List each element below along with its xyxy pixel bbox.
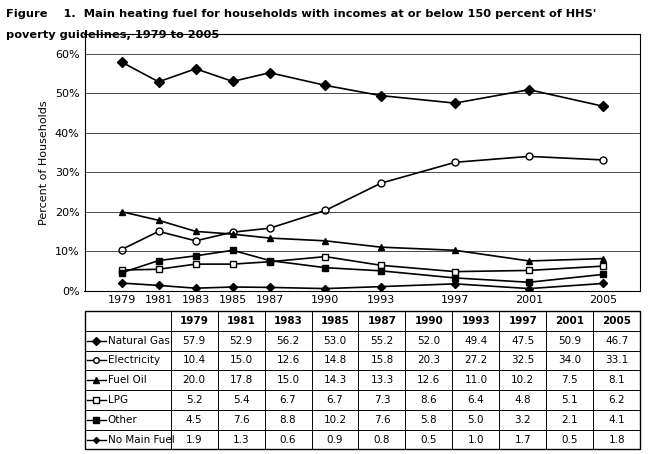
Text: 15.0: 15.0	[229, 355, 253, 365]
Text: 7.3: 7.3	[374, 395, 390, 405]
Text: Figure    1.  Main heating fuel for households with incomes at or below 150 perc: Figure 1. Main heating fuel for househol…	[6, 9, 597, 19]
Text: 5.4: 5.4	[233, 395, 250, 405]
Text: 1.3: 1.3	[233, 434, 250, 444]
Text: 1979: 1979	[179, 316, 209, 326]
Text: 6.2: 6.2	[608, 395, 625, 405]
Text: 7.5: 7.5	[562, 375, 578, 385]
Text: No Main Fuel: No Main Fuel	[108, 434, 175, 444]
Text: 2001: 2001	[555, 316, 584, 326]
Text: 14.3: 14.3	[324, 375, 346, 385]
Text: Electricity: Electricity	[108, 355, 160, 365]
Text: 1.8: 1.8	[608, 434, 625, 444]
Text: 32.5: 32.5	[511, 355, 534, 365]
Text: 1.9: 1.9	[186, 434, 202, 444]
Text: 15.8: 15.8	[370, 355, 394, 365]
Text: 5.2: 5.2	[186, 395, 202, 405]
Text: 1.7: 1.7	[515, 434, 531, 444]
Text: 17.8: 17.8	[229, 375, 253, 385]
Text: 8.6: 8.6	[421, 395, 437, 405]
Text: 8.1: 8.1	[608, 375, 625, 385]
Text: 4.1: 4.1	[608, 415, 625, 425]
Text: 5.1: 5.1	[562, 395, 578, 405]
Text: 1.0: 1.0	[467, 434, 484, 444]
Text: 10.4: 10.4	[183, 355, 205, 365]
Text: 20.0: 20.0	[183, 375, 205, 385]
Text: 10.2: 10.2	[512, 375, 534, 385]
Text: 13.3: 13.3	[370, 375, 394, 385]
Text: 27.2: 27.2	[464, 355, 488, 365]
Text: 52.0: 52.0	[417, 336, 441, 345]
Text: 1993: 1993	[462, 316, 490, 326]
Text: 1997: 1997	[508, 316, 538, 326]
Text: 5.8: 5.8	[421, 415, 437, 425]
Text: 1985: 1985	[320, 316, 350, 326]
Text: 15.0: 15.0	[276, 375, 300, 385]
Text: 7.6: 7.6	[374, 415, 390, 425]
Text: 33.1: 33.1	[605, 355, 629, 365]
Text: 53.0: 53.0	[324, 336, 346, 345]
Text: 47.5: 47.5	[511, 336, 534, 345]
Text: 57.9: 57.9	[183, 336, 206, 345]
Text: 14.8: 14.8	[324, 355, 346, 365]
Text: 2005: 2005	[603, 316, 631, 326]
Text: 4.8: 4.8	[515, 395, 531, 405]
Text: 0.5: 0.5	[421, 434, 437, 444]
Text: LPG: LPG	[108, 395, 128, 405]
Text: 0.8: 0.8	[374, 434, 390, 444]
Text: poverty guidelines, 1979 to 2005: poverty guidelines, 1979 to 2005	[6, 30, 220, 39]
Text: 50.9: 50.9	[558, 336, 581, 345]
Text: 4.5: 4.5	[186, 415, 202, 425]
Text: 1983: 1983	[274, 316, 302, 326]
Text: 46.7: 46.7	[605, 336, 629, 345]
Text: Other: Other	[108, 415, 138, 425]
Text: 6.7: 6.7	[327, 395, 343, 405]
Text: Fuel Oil: Fuel Oil	[108, 375, 147, 385]
Text: 6.4: 6.4	[467, 395, 484, 405]
Text: 5.0: 5.0	[467, 415, 484, 425]
Text: 3.2: 3.2	[515, 415, 531, 425]
Text: 8.8: 8.8	[280, 415, 296, 425]
Text: 55.2: 55.2	[370, 336, 394, 345]
Text: 49.4: 49.4	[464, 336, 488, 345]
Text: 0.6: 0.6	[280, 434, 296, 444]
Text: 12.6: 12.6	[276, 355, 300, 365]
Text: Natural Gas: Natural Gas	[108, 336, 170, 345]
Text: 7.6: 7.6	[233, 415, 250, 425]
Text: 1990: 1990	[415, 316, 443, 326]
Text: 0.5: 0.5	[562, 434, 578, 444]
Text: 10.2: 10.2	[324, 415, 346, 425]
Text: 2.1: 2.1	[562, 415, 578, 425]
Text: 1981: 1981	[227, 316, 255, 326]
Text: 6.7: 6.7	[280, 395, 296, 405]
Text: 56.2: 56.2	[276, 336, 300, 345]
Text: 20.3: 20.3	[417, 355, 441, 365]
Text: 1987: 1987	[367, 316, 396, 326]
Text: 12.6: 12.6	[417, 375, 441, 385]
Text: 11.0: 11.0	[464, 375, 488, 385]
Text: 34.0: 34.0	[558, 355, 581, 365]
Text: 52.9: 52.9	[229, 336, 253, 345]
Y-axis label: Percent of Households: Percent of Households	[40, 100, 49, 225]
Text: 0.9: 0.9	[327, 434, 343, 444]
